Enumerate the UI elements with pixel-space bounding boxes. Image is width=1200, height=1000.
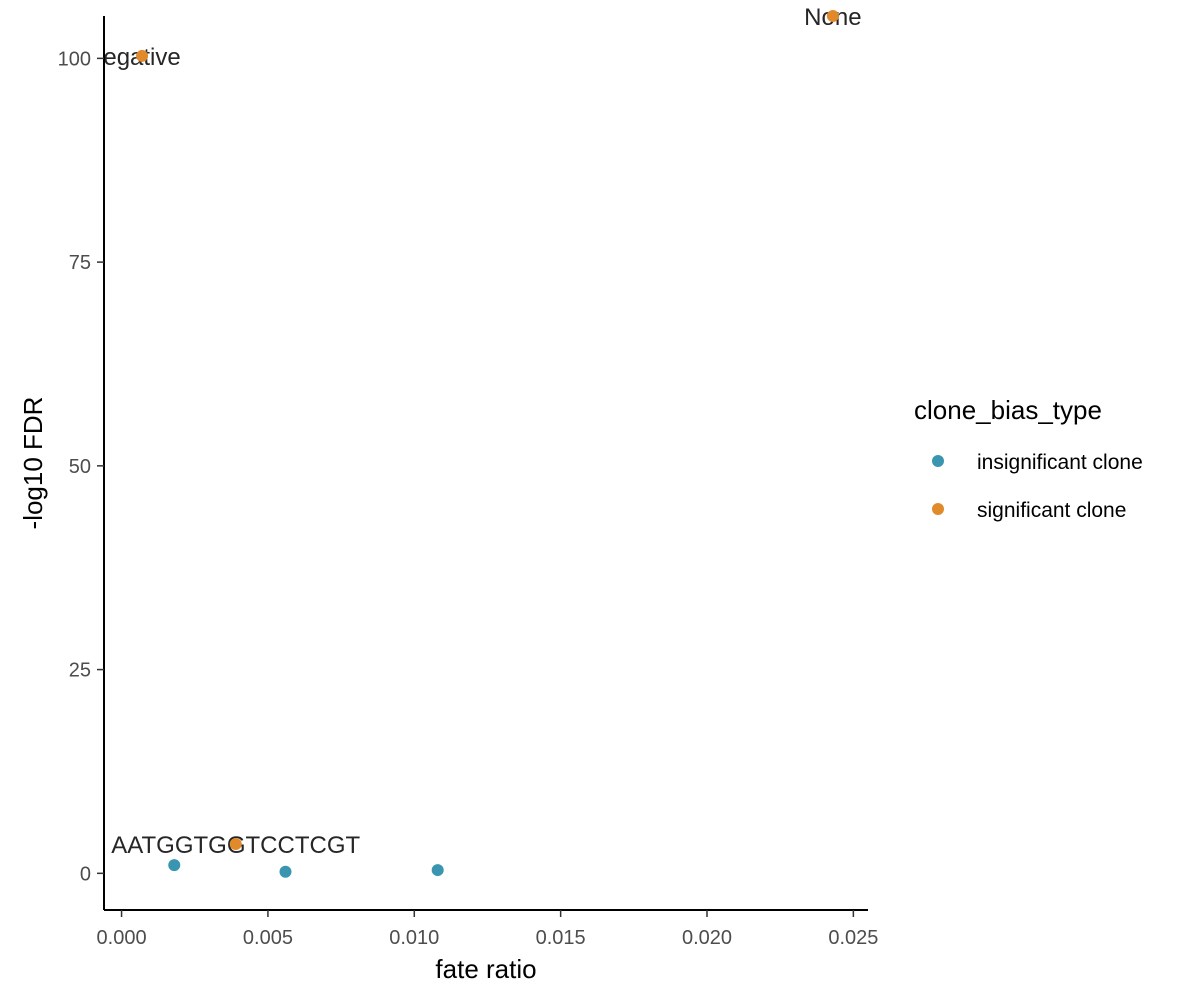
data-point <box>279 865 292 878</box>
legend-key <box>932 455 944 467</box>
y-tick-label: 75 <box>69 252 91 274</box>
data-point <box>229 837 242 850</box>
y-tick-label: 0 <box>80 863 91 885</box>
x-tick-label: 0.025 <box>828 927 878 949</box>
x-tick-label: 0.020 <box>682 927 732 949</box>
x-axis-title: fate ratio <box>435 954 536 984</box>
x-tick-label: 0.000 <box>97 927 147 949</box>
legend-label: insignificant clone <box>977 451 1143 474</box>
legend-title: clone_bias_type <box>914 395 1102 425</box>
x-tick-label: 0.005 <box>243 927 293 949</box>
y-tick-label: 50 <box>69 456 91 478</box>
x-tick-label: 0.015 <box>536 927 586 949</box>
data-point <box>168 859 181 872</box>
x-tick-label: 0.010 <box>389 927 439 949</box>
legend-label: significant clone <box>977 499 1126 522</box>
legend-key <box>932 503 944 515</box>
y-tick-label: 25 <box>69 660 91 682</box>
data-point <box>431 864 444 877</box>
y-tick-label: 100 <box>58 48 91 70</box>
data-point <box>826 10 839 22</box>
legend: clone_bias_type insignificant clone signi… <box>914 395 1143 522</box>
data-point <box>136 49 149 62</box>
y-axis-title: -log10 FDR <box>18 397 48 530</box>
